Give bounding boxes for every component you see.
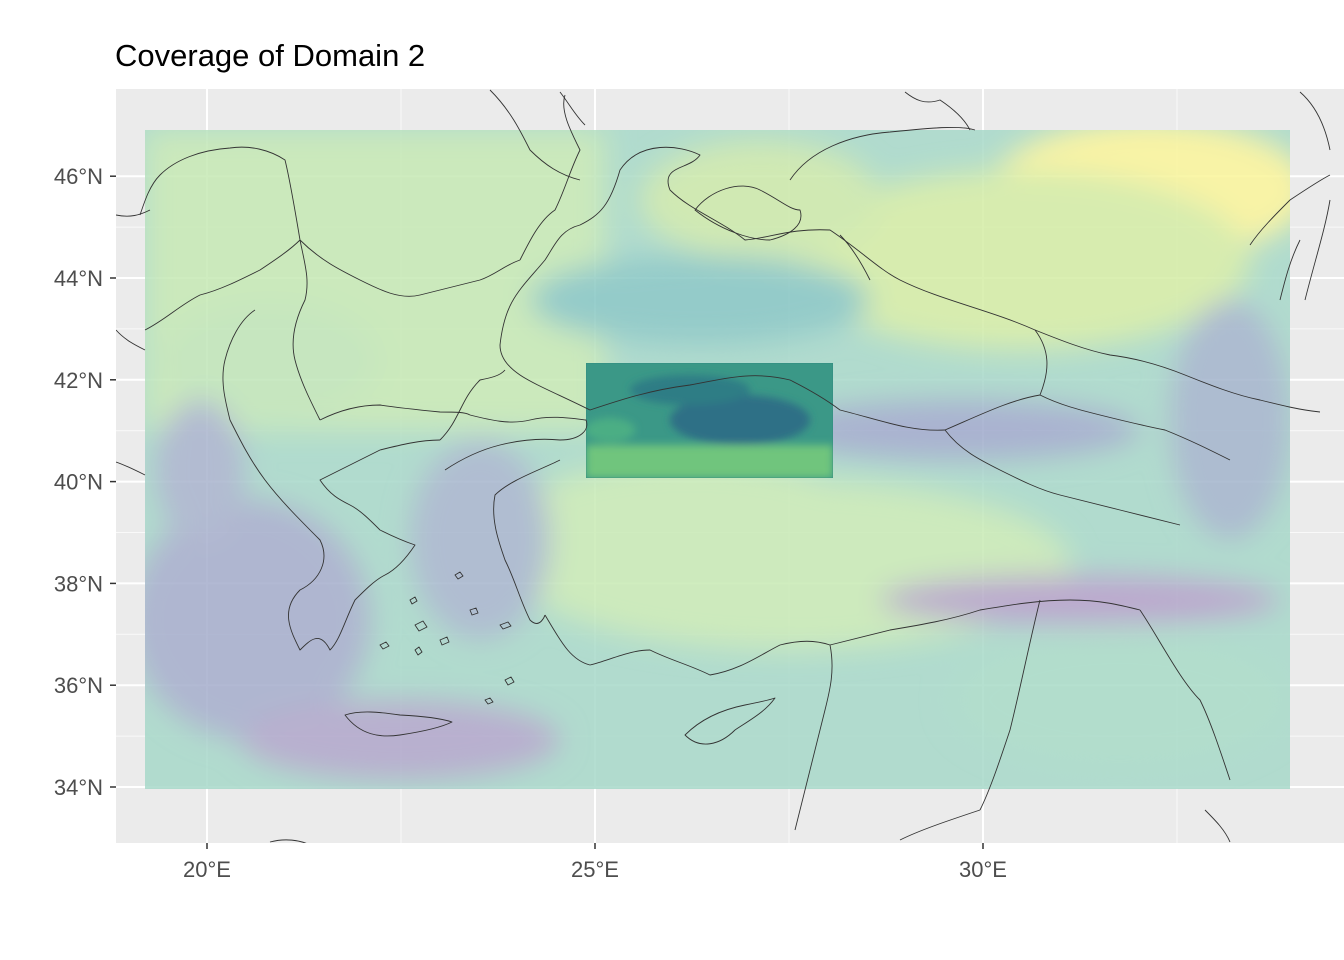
y-tick-label: 44°N — [54, 266, 103, 291]
country-borders — [116, 89, 1331, 843]
y-tick-label: 46°N — [54, 164, 103, 189]
y-tick-label: 34°N — [54, 775, 103, 800]
y-tick-label: 36°N — [54, 673, 103, 698]
y-tick-label: 42°N — [54, 368, 103, 393]
y-tick-label: 38°N — [54, 571, 103, 596]
domain-2-raster — [586, 363, 833, 478]
x-axis: 20°E25°E30°E35°E40°E45°E — [183, 843, 1007, 882]
map-title: Coverage of Domain 2 — [115, 38, 426, 73]
x-tick-label: 30°E — [959, 857, 1007, 882]
y-tick-label: 40°N — [54, 470, 103, 495]
y-axis: 34°N 36°N 38°N 40°N 42°N 44°N 46°N — [54, 164, 116, 800]
x-tick-label: 25°E — [571, 857, 619, 882]
x-tick-label: 20°E — [183, 857, 231, 882]
